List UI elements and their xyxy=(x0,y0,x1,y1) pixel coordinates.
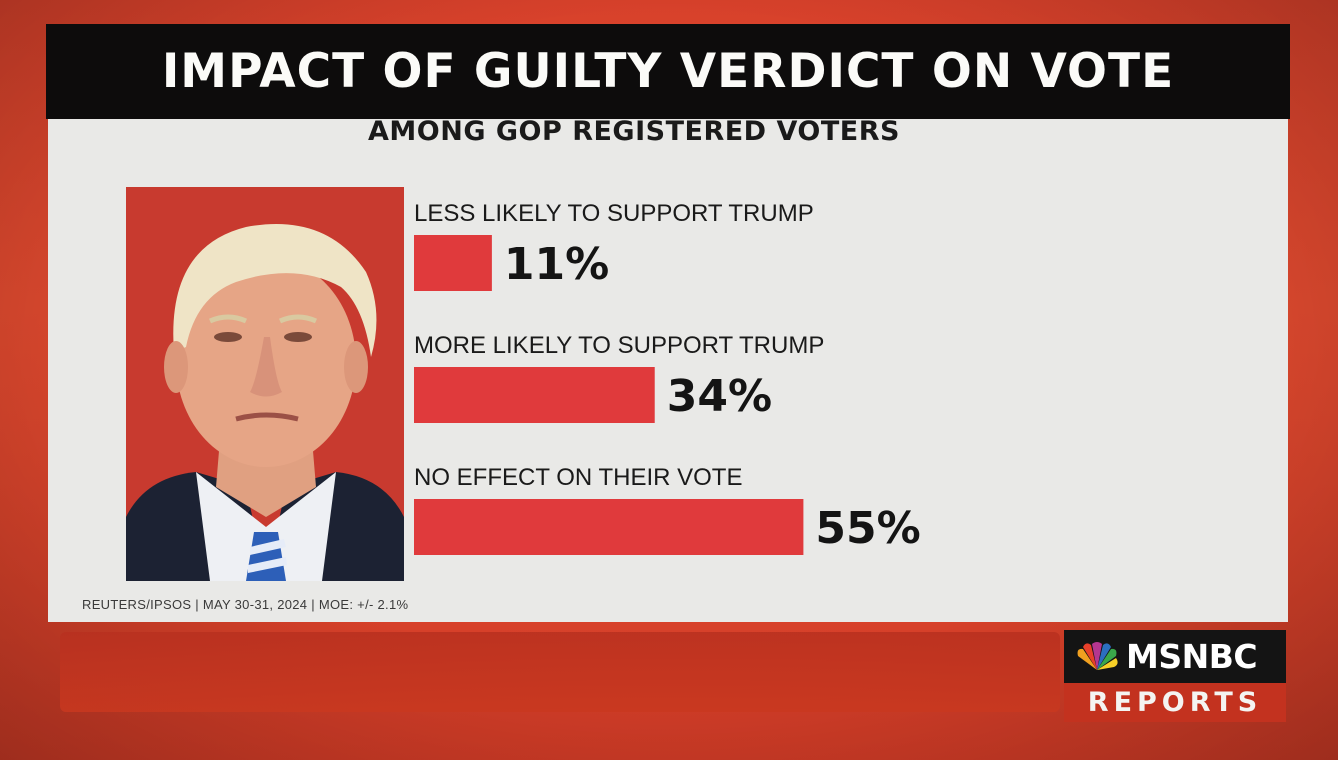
chart-subtitle: AMONG GOP REGISTERED VOTERS xyxy=(368,116,900,147)
chart-title: IMPACT OF GUILTY VERDICT ON VOTE xyxy=(161,44,1175,99)
chart-panel: AMONG GOP REGISTERED VOTERS xyxy=(48,116,1288,622)
logo-top: MSNBC xyxy=(1064,630,1286,683)
bar-chart-svg: LESS LIKELY TO SUPPORT TRUMP 11% MORE LIKE… xyxy=(414,200,921,555)
title-bar: IMPACT OF GUILTY VERDICT ON VOTE xyxy=(46,24,1290,119)
logo-wordmark: MSNBC xyxy=(1126,637,1258,676)
msnbc-reports-logo: MSNBC REPORTS xyxy=(1064,630,1286,722)
portrait-photo xyxy=(126,187,404,581)
nbc-peacock-icon xyxy=(1077,641,1118,670)
value-label: 55% xyxy=(815,503,920,554)
bar xyxy=(414,235,492,291)
logo-program: REPORTS xyxy=(1064,683,1286,722)
value-label: 34% xyxy=(667,371,772,422)
category-label: NO EFFECT ON THEIR VOTE xyxy=(414,464,742,491)
category-label: LESS LIKELY TO SUPPORT TRUMP xyxy=(414,200,814,227)
value-label: 11% xyxy=(504,239,609,290)
source-note: REUTERS/IPSOS | MAY 30-31, 2024 | MOE: +… xyxy=(82,597,409,612)
background-band xyxy=(60,632,1060,712)
category-label: MORE LIKELY TO SUPPORT TRUMP xyxy=(414,332,824,359)
portrait-illustration xyxy=(126,187,404,581)
bar-chart: LESS LIKELY TO SUPPORT TRUMP 11% MORE LIKE… xyxy=(414,199,1288,579)
bar xyxy=(414,367,655,423)
bar xyxy=(414,499,804,555)
